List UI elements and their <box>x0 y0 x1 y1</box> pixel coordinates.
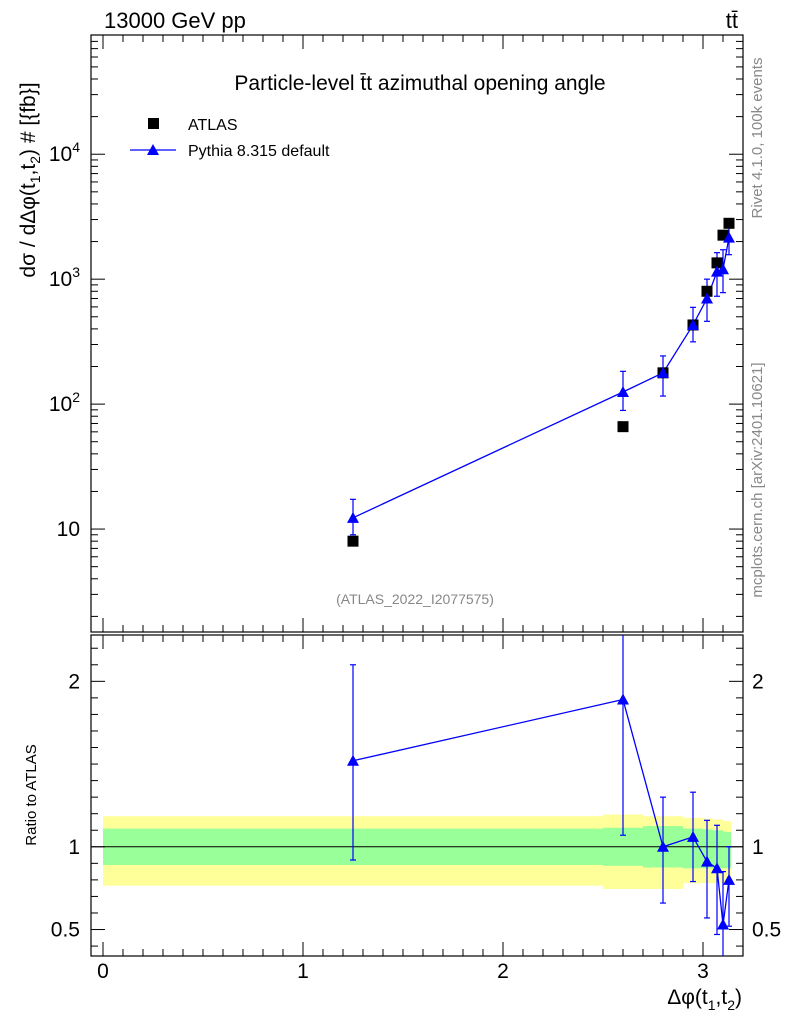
ratio-axis-ticks <box>91 635 744 956</box>
x-tick-label: 1 <box>297 960 309 983</box>
ratio-frame <box>90 634 744 957</box>
inner-band <box>703 829 713 869</box>
atlas-point <box>347 535 359 547</box>
atlas-point <box>717 229 729 241</box>
energy-label: 13000 GeV pp <box>104 8 246 33</box>
inner-band <box>723 831 731 869</box>
chart-title: Particle-level t̄t azimuthal opening ang… <box>234 72 605 95</box>
ratio-y-tick-label-right: 0.5 <box>752 919 781 942</box>
legend-atlas-marker <box>148 118 159 129</box>
ratio-panel: 0.5 0.5 1 1 2 2 0 1 2 3 Ratio to ATLAS Δφ(t1,t2) <box>23 634 781 1013</box>
x-tick-labels: 0 1 2 3 <box>97 960 709 983</box>
x-tick-label: 3 <box>697 960 709 983</box>
atlas-point <box>617 421 629 433</box>
atlas-point <box>711 257 723 269</box>
ratio-y-tick-label-right: 2 <box>752 670 764 693</box>
mc-point <box>347 511 359 523</box>
source-label: mcplots.cern.ch [arXiv:2401.10621] <box>749 362 766 597</box>
ratio-mc-point <box>723 873 735 885</box>
ratio-mc-point <box>701 855 713 867</box>
main-axis-ticks <box>91 34 744 632</box>
mc-line <box>352 237 730 519</box>
legend-mc-marker <box>147 144 159 155</box>
mc-point <box>701 292 713 304</box>
ratio-y-tick-label: 0.5 <box>51 919 80 942</box>
main-y-tick-label: 10 <box>57 518 80 541</box>
legend-atlas-label: ATLAS <box>188 117 238 134</box>
atlas-point <box>723 217 735 229</box>
main-y-tick-label: 104 <box>49 139 80 166</box>
x-tick-label: 0 <box>97 960 109 983</box>
legend-mc-label: Pythia 8.315 default <box>188 143 330 160</box>
ratio-mc-point <box>617 693 629 705</box>
ratio-y-axis-label: Ratio to ATLAS <box>23 744 40 845</box>
mc-point <box>723 231 735 243</box>
rivet-version-label: Rivet 4.1.0, 100k events <box>749 58 766 219</box>
ratio-mc-point <box>711 862 723 874</box>
x-axis-label: Δφ(t1,t2) <box>667 986 742 1013</box>
x-tick-label: 2 <box>497 960 509 983</box>
mc-point <box>717 263 729 275</box>
analysis-label: (ATLAS_2022_I2077575) <box>336 591 494 607</box>
ratio-data-marks <box>347 635 735 956</box>
main-frame <box>90 34 744 633</box>
main-y-tick-label: 103 <box>49 264 80 291</box>
ratio-mc-line <box>352 698 730 925</box>
mc-point <box>657 366 669 378</box>
mc-point <box>687 318 699 330</box>
ratio-mc-point <box>657 840 669 852</box>
mc-point <box>617 386 629 398</box>
ratio-uncertainty-bands <box>91 814 743 889</box>
inner-band <box>713 830 723 869</box>
main-y-tick-labels: 10 102 103 104 <box>49 139 80 541</box>
process-label: tt̄ <box>726 8 738 33</box>
main-panel: 10 102 103 104 Particle-level t̄t azimuthal… <box>17 34 744 633</box>
legend: ATLAS Pythia 8.315 default <box>130 117 330 160</box>
main-y-axis-label: dσ / dΔφ(t1,t2) # [{fb}] <box>17 82 43 277</box>
ratio-mc-point <box>717 918 729 930</box>
ratio-mc-point <box>347 754 359 766</box>
main-data-marks <box>347 217 735 547</box>
atlas-point <box>701 285 713 297</box>
ratio-y-tick-label: 2 <box>68 670 80 693</box>
ratio-y-tick-labels: 0.5 0.5 1 1 2 2 <box>51 670 781 941</box>
ratio-y-tick-label: 1 <box>68 836 80 859</box>
ratio-y-tick-label-right: 1 <box>752 836 764 859</box>
ratio-mc-point <box>687 830 699 842</box>
main-y-tick-label: 102 <box>49 389 80 416</box>
